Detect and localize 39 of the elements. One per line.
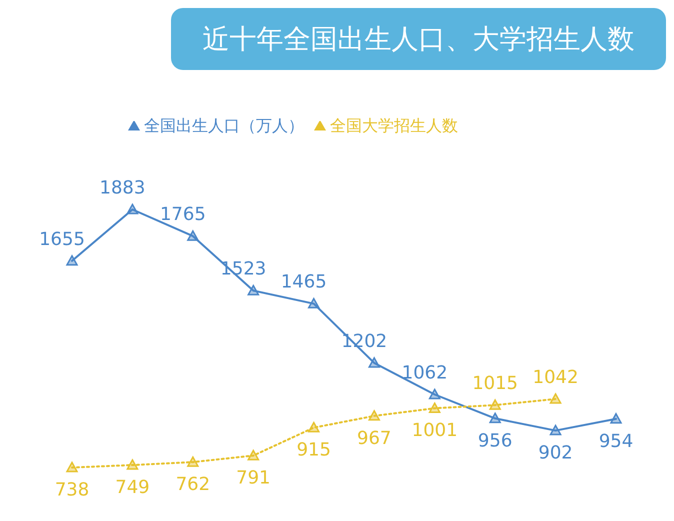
- point: [308, 422, 320, 432]
- data-label: 902: [538, 442, 573, 464]
- data-label: 954: [598, 430, 634, 452]
- point: [126, 459, 138, 470]
- point: [368, 357, 380, 368]
- legend-label: 全国大学招生人数: [330, 116, 458, 135]
- point: [66, 255, 78, 266]
- point: [308, 298, 320, 308]
- point: [489, 412, 501, 424]
- data-label: 967: [357, 428, 392, 449]
- data-label: 1655: [39, 228, 85, 250]
- point: [428, 402, 440, 413]
- point: [610, 413, 622, 424]
- point: [187, 230, 199, 241]
- data-label: 1465: [280, 272, 327, 293]
- data-label: 915: [296, 440, 331, 461]
- data-label: 1883: [100, 177, 146, 198]
- data-label: 762: [176, 474, 210, 496]
- point: [368, 410, 380, 421]
- data-label: 1062: [402, 362, 448, 384]
- data-label: 1015: [472, 373, 518, 394]
- data-label: 956: [478, 430, 512, 452]
- point: [66, 462, 78, 472]
- point: [550, 424, 562, 436]
- point: [489, 399, 501, 410]
- data-label: 1765: [160, 204, 206, 226]
- data-label: 791: [236, 468, 271, 489]
- data-label: 749: [115, 477, 150, 498]
- point: [428, 388, 440, 400]
- point: [248, 284, 260, 296]
- data-label: 1042: [532, 367, 578, 388]
- point: [187, 456, 199, 467]
- data-label: 738: [54, 480, 90, 501]
- point: [550, 393, 562, 404]
- data-label: 1001: [412, 420, 458, 442]
- point: [126, 204, 138, 214]
- legend-label: 全国出生人口（万人）: [144, 116, 304, 135]
- point: [248, 450, 260, 460]
- chart-title: 近十年全国出生人口、大学招生人数: [171, 8, 666, 70]
